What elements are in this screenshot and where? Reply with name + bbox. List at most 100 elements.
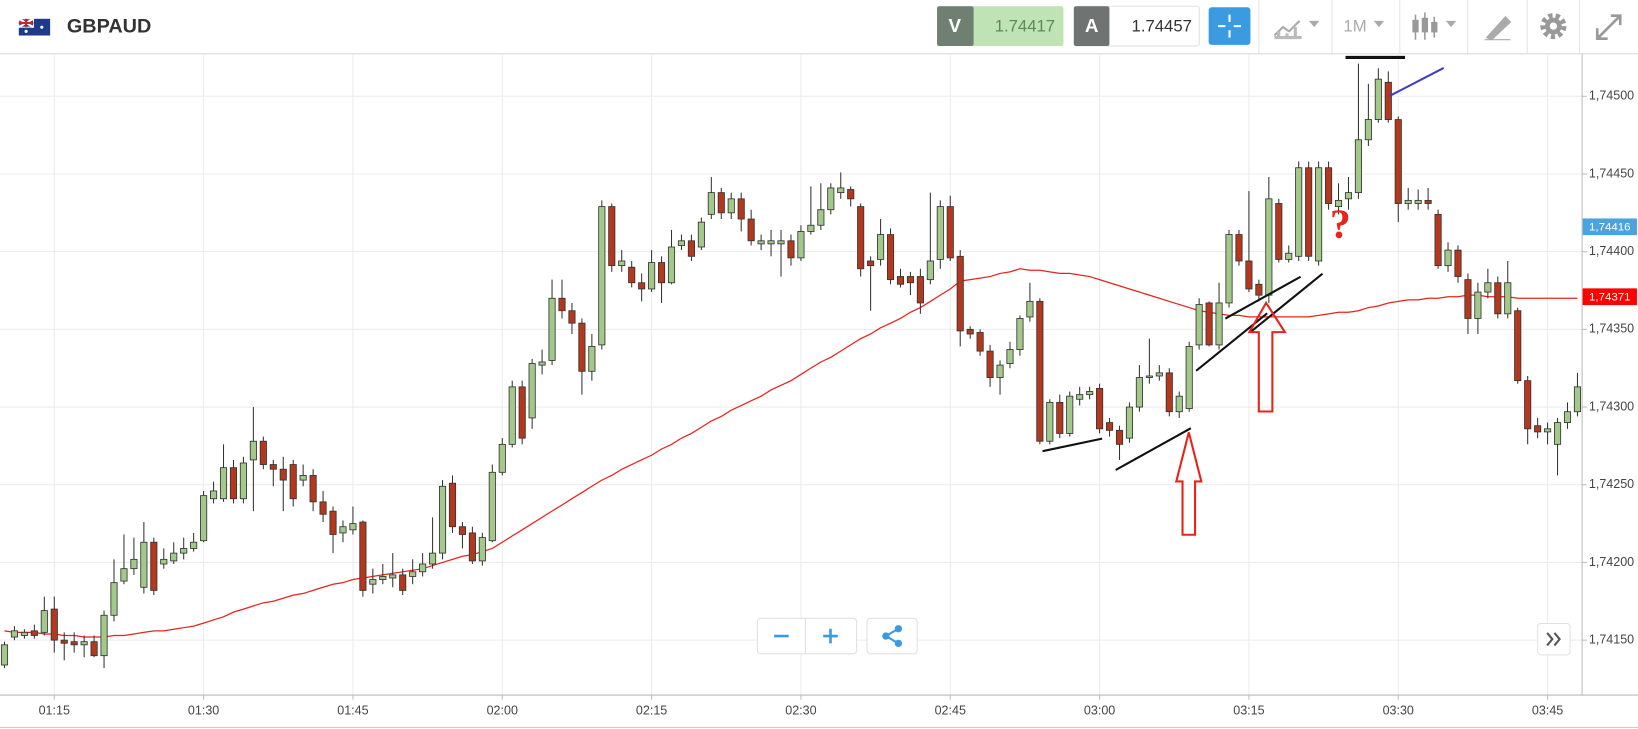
flag-icon <box>18 17 51 36</box>
candle-body <box>200 495 208 542</box>
candle-body <box>827 187 835 211</box>
candle-body <box>548 297 556 361</box>
candle-body <box>1056 401 1064 434</box>
candle-body <box>1534 425 1542 433</box>
candle-body <box>299 475 307 481</box>
candle-body <box>916 276 924 304</box>
candle-body <box>100 614 108 657</box>
chart-type-icon <box>1274 27 1302 40</box>
gear-teeth <box>1540 13 1567 40</box>
candle-body <box>956 255 964 332</box>
candle-body <box>727 198 735 214</box>
candle-body <box>80 641 88 646</box>
candle-body <box>1185 346 1193 410</box>
scroll-end-button[interactable] <box>1537 622 1571 656</box>
sell-price: 1.74417 <box>995 17 1055 36</box>
candle-body <box>30 630 38 636</box>
candle-body <box>1245 260 1253 290</box>
candle-body <box>20 631 28 636</box>
x-tick-label: 02:45 <box>935 704 966 718</box>
chart-type-button[interactable] <box>1273 20 1320 40</box>
candle-body <box>588 346 596 372</box>
fullscreen-button[interactable] <box>1595 14 1622 40</box>
y-tick-label: 1,74350 <box>1589 322 1634 336</box>
candle-body <box>578 322 586 372</box>
candle-body <box>657 262 666 284</box>
candle-body <box>239 462 247 500</box>
x-tick-label: 01:45 <box>337 704 368 718</box>
candle-body <box>638 282 646 290</box>
candle-body <box>1464 279 1472 319</box>
candle-type-button[interactable] <box>1412 12 1457 40</box>
x-tick-label: 03:45 <box>1532 704 1563 718</box>
candle-body <box>1414 199 1422 204</box>
axis-labels: 1,74150 1,74200 1,74250 1,74300 1,74350 1,744… <box>39 89 1637 718</box>
price-label-bg <box>1582 288 1637 306</box>
candle-body <box>677 240 686 246</box>
symbol: GBPAUD <box>67 15 151 37</box>
candle-body <box>976 332 984 352</box>
candle-body <box>458 526 466 535</box>
candle-body <box>50 608 58 641</box>
zoom-in-button[interactable] <box>823 628 838 644</box>
price-label: 1,74371 <box>1589 291 1630 303</box>
candle-body <box>1165 372 1173 413</box>
candle-icon <box>1431 21 1438 33</box>
candle-body <box>1135 377 1143 408</box>
candle-body <box>130 558 138 570</box>
candle-body <box>1305 167 1313 257</box>
candle-body <box>1384 81 1392 120</box>
candle-body <box>180 548 188 554</box>
candle-body <box>349 523 357 531</box>
candle-body <box>618 260 626 267</box>
candle-body <box>40 610 48 633</box>
candle-body <box>608 206 616 267</box>
candle-body <box>1504 282 1512 315</box>
candle-body <box>1364 119 1372 141</box>
timeframe[interactable]: 1M <box>1343 17 1366 36</box>
candle-body <box>70 641 78 646</box>
candle-body <box>717 192 725 214</box>
y-tick-label: 1,74200 <box>1589 555 1634 569</box>
candle-body <box>1175 395 1183 413</box>
price-label: 1,74416 <box>1589 221 1630 233</box>
y-tick-label: 1,74150 <box>1589 632 1634 646</box>
candle-body <box>896 276 905 285</box>
candle-body <box>568 310 576 324</box>
settings-button[interactable] <box>1540 13 1567 40</box>
x-tick-label: 02:00 <box>487 704 518 718</box>
trend-line <box>1249 272 1324 333</box>
draw-tool-button[interactable] <box>1484 15 1512 41</box>
candle-body <box>498 443 506 473</box>
candle-body <box>0 644 9 666</box>
candle-body <box>190 541 198 549</box>
share-button[interactable] <box>882 625 903 648</box>
candle-body <box>648 262 656 290</box>
candle-body <box>1016 318 1024 350</box>
share-icon <box>894 639 903 648</box>
candle-body <box>150 541 158 591</box>
candle-body <box>210 490 218 500</box>
candle-body <box>538 361 546 366</box>
candle-body <box>1105 422 1114 431</box>
candle-body <box>1325 167 1333 204</box>
candle-body <box>787 240 795 259</box>
moving-average <box>4 268 1578 638</box>
trend-line <box>1388 66 1445 98</box>
candle-body <box>1514 310 1522 382</box>
candle-body <box>857 206 865 270</box>
candle-body <box>1573 386 1582 413</box>
candle-body <box>558 297 566 312</box>
candle-body <box>1344 192 1353 200</box>
candle-body <box>1374 78 1382 120</box>
candle-body <box>926 260 934 281</box>
candle-body <box>488 471 496 542</box>
arrow-up <box>1247 300 1287 413</box>
y-tick-label: 1,74450 <box>1589 166 1634 180</box>
candle-body <box>110 582 118 616</box>
dropdown-arrow <box>1445 20 1457 28</box>
x-tick-label: 01:15 <box>39 704 70 718</box>
candle-body <box>1404 199 1412 204</box>
candles <box>0 63 1582 669</box>
candle-body <box>389 574 397 579</box>
